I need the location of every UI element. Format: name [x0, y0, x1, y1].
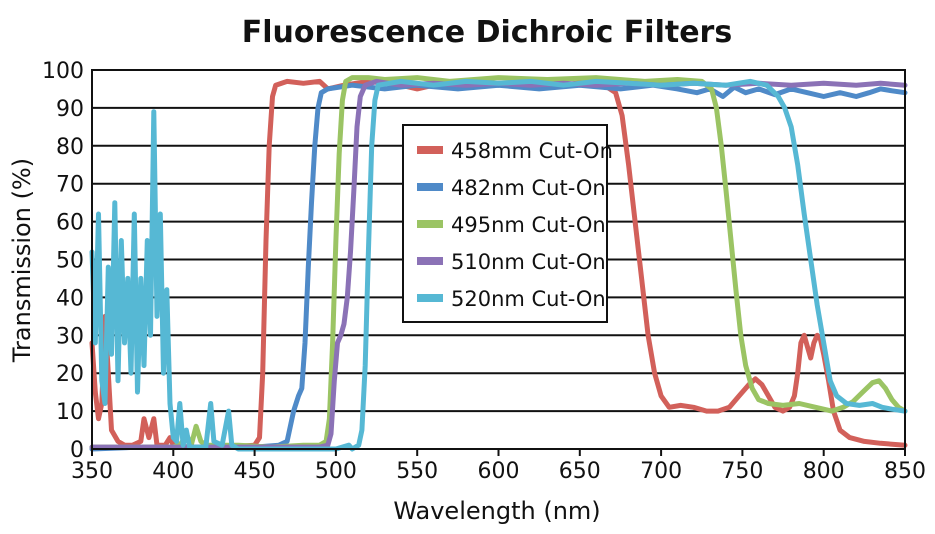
x-tick-label: 350 — [71, 459, 113, 484]
x-tick-label: 550 — [396, 459, 438, 484]
x-tick-label: 650 — [559, 459, 601, 484]
x-tick-label: 800 — [803, 459, 845, 484]
legend-label-4: 510nm Cut-On — [451, 250, 606, 274]
y-tick-label: 10 — [56, 400, 84, 425]
y-axis-title: Transmission (%) — [8, 158, 36, 363]
chart-title: Fluorescence Dichroic Filters — [242, 15, 732, 50]
legend: 458mm Cut-On 482nm Cut-On 495nm Cut-On 510n… — [402, 124, 613, 323]
x-axis-title: Wavelength (nm) — [393, 497, 600, 525]
y-tick-label: 60 — [56, 211, 84, 236]
y-tick-label: 80 — [56, 135, 84, 160]
legend-label-3: 495nm Cut-On — [451, 213, 606, 237]
x-tick-label: 450 — [234, 459, 276, 484]
y-tick-label: 70 — [56, 173, 84, 198]
x-tick-label: 750 — [721, 459, 763, 484]
x-tick-label: 500 — [315, 459, 357, 484]
x-tick-label: 700 — [640, 459, 682, 484]
x-tick-label: 600 — [478, 459, 520, 484]
x-axis-ticks: 350 400 450 500 550 600 650 700 750 800 850 — [71, 449, 926, 484]
x-tick-label: 850 — [884, 459, 926, 484]
y-tick-label: 0 — [70, 438, 84, 463]
y-axis-ticks: 0 10 20 30 40 50 60 70 80 90 100 — [42, 59, 84, 463]
y-tick-label: 50 — [56, 249, 84, 274]
y-tick-label: 30 — [56, 324, 84, 349]
x-tick-label: 400 — [152, 459, 194, 484]
y-tick-label: 100 — [42, 59, 84, 84]
y-tick-label: 90 — [56, 97, 84, 122]
legend-label-5: 520nm Cut-On — [451, 287, 606, 311]
y-tick-label: 20 — [56, 362, 84, 387]
y-tick-label: 40 — [56, 286, 84, 311]
legend-label-1: 458mm Cut-On — [451, 139, 613, 163]
series-line-2 — [89, 82, 908, 452]
legend-label-2: 482nm Cut-On — [451, 176, 606, 200]
